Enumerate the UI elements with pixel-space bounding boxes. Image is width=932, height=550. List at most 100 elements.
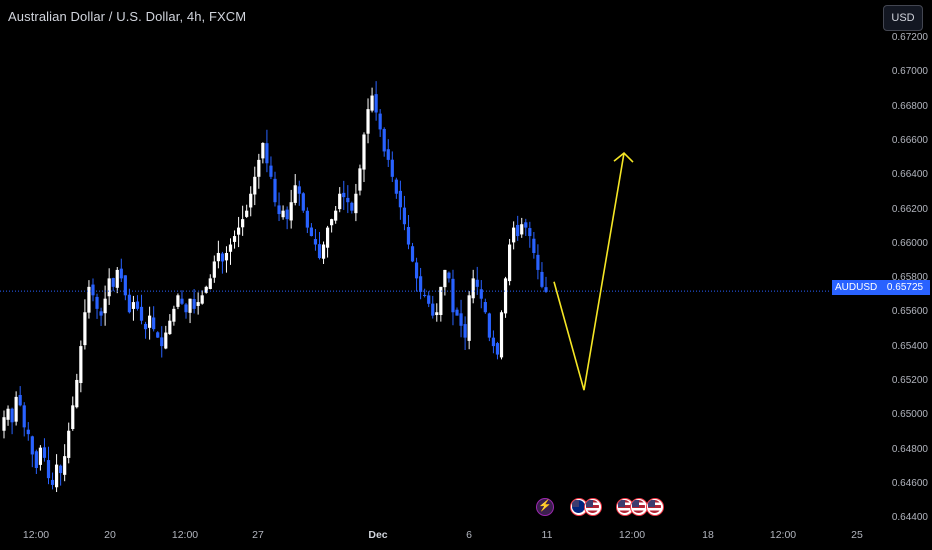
candle-body <box>398 190 402 208</box>
au-flag-icon[interactable] <box>570 498 588 516</box>
candle-body <box>220 253 225 262</box>
candle-body <box>370 95 374 111</box>
price-tick-label: 0.65800 <box>891 272 928 284</box>
candle-body <box>152 317 156 330</box>
candle-body <box>184 304 188 313</box>
candle-body <box>6 408 10 420</box>
candle-body <box>427 295 431 304</box>
candle-body <box>192 299 196 309</box>
candle-body <box>127 294 131 313</box>
time-tick-label: Dec <box>368 529 388 541</box>
candle-body <box>196 302 200 306</box>
candle-body <box>91 284 95 296</box>
price-tick-label: 0.65400 <box>891 340 928 352</box>
price-tick-label: 0.67200 <box>891 32 928 43</box>
candle-body <box>528 228 532 237</box>
time-tick-label: 11 <box>541 529 553 541</box>
candles <box>2 81 548 493</box>
candle-body <box>26 429 30 435</box>
candle-body <box>245 210 249 217</box>
candle-body <box>499 312 504 358</box>
time-tick-label: 6 <box>466 529 472 541</box>
candle-body <box>115 269 119 288</box>
candle-body <box>325 227 330 248</box>
candle-body <box>402 207 407 225</box>
symbol-tag: AUDUSD <box>832 280 881 295</box>
candle-body <box>431 303 435 316</box>
candle-body <box>459 313 463 326</box>
candle-body <box>63 456 67 475</box>
candle-body <box>334 210 338 221</box>
candle-body <box>87 286 91 313</box>
candle-body <box>119 268 123 279</box>
candle-body <box>520 224 524 235</box>
candle-body <box>289 202 293 221</box>
price-tick-label: 0.66000 <box>891 237 928 249</box>
candle-body <box>451 278 455 313</box>
candle-body <box>354 193 358 214</box>
flash-icon[interactable]: ⚡ <box>536 498 554 516</box>
projection-drawing[interactable] <box>553 152 625 391</box>
candle-body <box>273 178 277 203</box>
time-tick-label: 18 <box>702 529 714 541</box>
currency-button[interactable]: USD <box>883 5 923 31</box>
candle-body <box>224 252 229 261</box>
candle-body <box>362 134 366 170</box>
last-price-tag: 0.65725 <box>880 280 930 295</box>
candle-body <box>507 244 512 282</box>
candle-body <box>168 320 172 335</box>
candle-body <box>366 109 370 134</box>
candle-body <box>330 219 334 226</box>
candle-body <box>75 379 79 408</box>
candle-body <box>338 193 342 210</box>
candle-body <box>156 332 160 338</box>
candle-body <box>512 227 516 243</box>
candle-body <box>483 301 487 313</box>
candle-body <box>346 197 350 203</box>
us-flag-icon[interactable] <box>646 498 664 516</box>
us-flag-icon[interactable] <box>616 498 634 516</box>
candle-body <box>394 179 398 194</box>
time-tick-label: 25 <box>851 529 863 541</box>
candle-body <box>18 394 22 406</box>
candle-body <box>30 436 34 455</box>
candle-body <box>293 185 297 203</box>
candle-body <box>516 224 520 237</box>
candle-body <box>479 289 483 299</box>
candle-body <box>249 193 253 208</box>
candle-body <box>265 143 269 164</box>
candle-body <box>99 311 103 316</box>
candle-body <box>281 210 285 218</box>
candle-body <box>107 278 111 297</box>
candle-body <box>410 246 415 262</box>
candle-body <box>50 479 55 485</box>
candle-body <box>172 308 176 322</box>
candle-body <box>463 324 467 338</box>
candle-body <box>212 261 216 278</box>
us-flag-icon[interactable] <box>584 498 602 516</box>
candle-body <box>317 244 322 259</box>
candle-body <box>139 306 144 321</box>
candle-body <box>54 464 59 488</box>
candle-body <box>180 298 184 304</box>
candle-body <box>447 272 451 279</box>
candle-body <box>423 294 427 296</box>
candle-body <box>277 205 281 215</box>
chart-title: Australian Dollar / U.S. Dollar, 4h, FXC… <box>8 9 247 24</box>
time-tick-label: 12:00 <box>618 529 646 541</box>
candle-body <box>257 159 261 177</box>
candle-body <box>378 113 382 130</box>
candle-body <box>14 396 18 422</box>
candle-body <box>228 244 233 252</box>
candle-body <box>241 219 245 228</box>
candle-body <box>536 254 540 270</box>
projection-arrowhead[interactable] <box>613 152 634 163</box>
candle-body <box>67 430 71 458</box>
price-tick-label: 0.66400 <box>891 169 928 181</box>
candle-body <box>208 278 212 289</box>
time-tick-label: 27 <box>252 529 264 541</box>
candle-body <box>2 417 6 431</box>
candle-body <box>350 202 354 211</box>
candle-body <box>22 405 26 428</box>
